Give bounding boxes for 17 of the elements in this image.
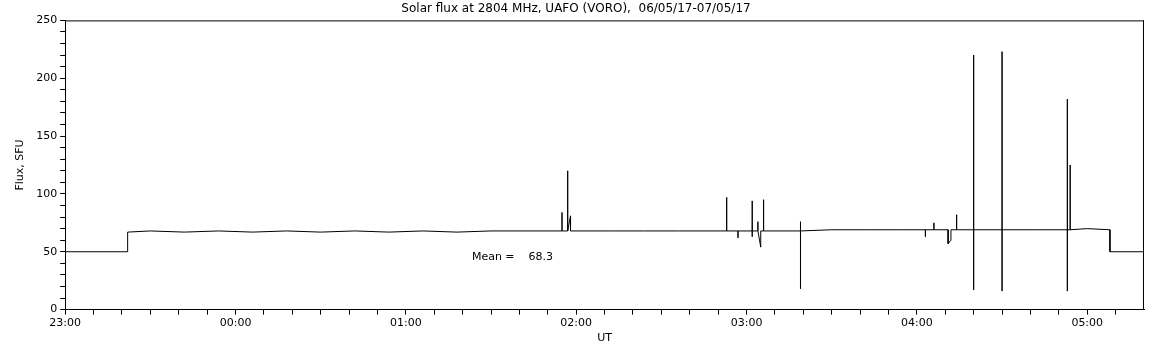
x-tick-label: 00:00 xyxy=(219,316,252,330)
x-tick-label: 01:00 xyxy=(390,316,422,330)
x-tick-label: 23:00 xyxy=(49,316,82,330)
y-tick-label: 100 xyxy=(36,186,58,200)
y-tick-label: 150 xyxy=(36,128,58,142)
x-tick-label: 03:00 xyxy=(730,316,763,330)
y-tick-label: 0 xyxy=(50,302,58,316)
x-tick-label: 02:00 xyxy=(560,316,593,330)
y-axis-title: Flux, SFU xyxy=(13,139,27,191)
y-tick-label: 50 xyxy=(43,244,58,258)
chart-title: Solar flux at 2804 MHz, UAFO (VORO), 06/05/17-07/05/17 xyxy=(401,1,751,16)
x-axis-title: UT xyxy=(597,331,613,345)
annotation: Mean = 68.3 xyxy=(471,250,554,264)
x-tick-label: 05:00 xyxy=(1071,316,1104,330)
y-tick-label: 200 xyxy=(36,71,58,85)
y-tick-label: 250 xyxy=(36,13,58,27)
x-tick-label: 04:00 xyxy=(901,316,933,330)
